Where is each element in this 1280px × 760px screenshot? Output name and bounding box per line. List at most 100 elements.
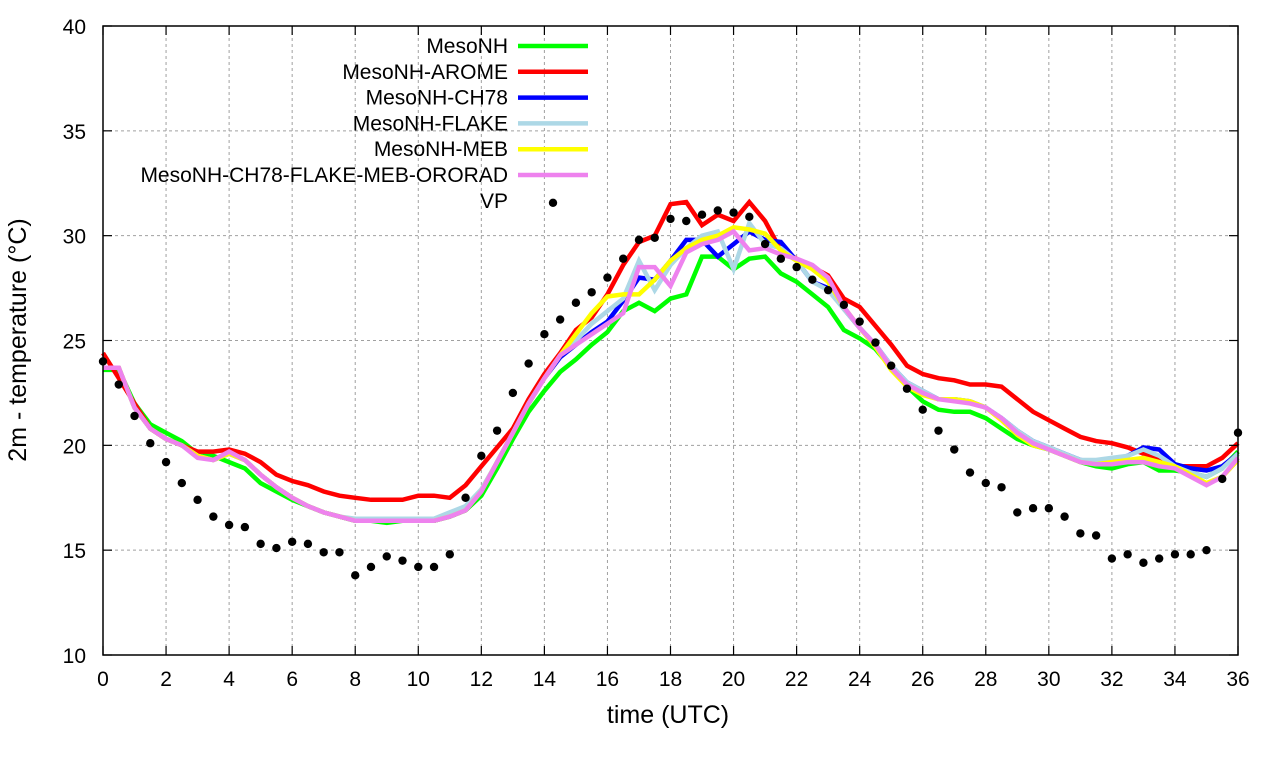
x-tick-label: 34 (1163, 668, 1187, 691)
x-tick-label: 8 (349, 668, 361, 691)
y-tick-labels: 10 15 20 25 30 35 40 (63, 16, 86, 668)
vp-point (1107, 554, 1117, 563)
vp-point (682, 216, 691, 226)
vp-point (461, 493, 470, 502)
vp-point (1186, 550, 1195, 559)
vp-point (950, 445, 959, 454)
vp-point (240, 522, 250, 532)
vp-point (776, 254, 786, 263)
x-tick-label: 0 (97, 668, 109, 691)
legend-label: MesoNH-MEB (374, 138, 508, 161)
x-tick-label: 24 (848, 668, 872, 691)
vp-point (256, 539, 265, 549)
legend-label: MesoNH-AROME (342, 61, 508, 84)
x-tick-label: 16 (596, 668, 619, 691)
vp-point (697, 210, 707, 219)
legend-marker (548, 198, 558, 207)
vp-point (287, 537, 297, 546)
vp-point (1202, 545, 1211, 555)
vp-point (224, 520, 234, 530)
vp-point (886, 361, 896, 370)
vp-point (619, 254, 628, 263)
vp-point (666, 214, 675, 224)
x-tick-label: 32 (1100, 668, 1123, 691)
vp-point (871, 338, 880, 347)
vp-point (272, 543, 281, 553)
legend-label: VP (480, 190, 508, 213)
vp-point (981, 478, 990, 488)
x-tick-label: 18 (659, 668, 682, 691)
vp-point (414, 562, 423, 572)
x-tick-label: 20 (722, 668, 745, 691)
vp-point (855, 317, 864, 326)
vp-point (508, 388, 518, 398)
x-tick-label: 22 (785, 668, 808, 691)
series-vp (98, 206, 1243, 580)
vp-point (429, 562, 439, 572)
vp-point (1076, 529, 1085, 538)
vp-point (319, 548, 328, 557)
y-tick-label: 35 (63, 121, 86, 144)
x-tick-label: 36 (1226, 668, 1249, 691)
legend-label: MesoNH-FLAKE (353, 112, 508, 135)
vp-point (1013, 508, 1022, 517)
y-tick-label: 40 (63, 16, 86, 39)
vp-point (1044, 504, 1054, 513)
vp-point (193, 495, 202, 505)
vp-point (1028, 504, 1038, 513)
vp-point (1170, 550, 1180, 559)
series-layer (98, 198, 1243, 580)
vp-point (808, 275, 817, 284)
grid (103, 26, 1238, 655)
legend-item-mesonh-flake: MesoNH-FLAKE (353, 112, 588, 135)
vp-point (729, 208, 738, 217)
y-tick-label: 15 (63, 540, 86, 563)
vp-point (161, 457, 171, 467)
vp-point (997, 483, 1006, 492)
vp-point (477, 451, 486, 461)
vp-point (366, 562, 376, 572)
vp-point (146, 439, 155, 448)
vp-point (650, 233, 659, 242)
x-tick-label: 4 (223, 668, 235, 691)
x-tick-label: 26 (911, 668, 934, 691)
vp-point (1123, 550, 1132, 559)
legend-label: MesoNH-CH78 (366, 87, 508, 110)
vp-point (114, 380, 123, 389)
vp-point (209, 512, 218, 521)
x-tick-label: 30 (1037, 668, 1060, 691)
legend-label: MesoNH-CH78-FLAKE-MEB-ORORAD (140, 164, 508, 187)
vp-point (1218, 474, 1227, 484)
vp-point (130, 411, 139, 421)
legend-item-vp: VP (480, 190, 558, 213)
legend-item-mesonh-arome: MesoNH-AROME (342, 61, 588, 84)
vp-point (492, 426, 502, 435)
x-axis-title: time (UTC) (607, 701, 729, 729)
vp-point (571, 298, 581, 307)
vp-point (524, 359, 533, 368)
vp-point (1139, 558, 1148, 567)
vp-point (1060, 512, 1069, 521)
legend: MesoNH MesoNH-AROME MesoNH-CH78MesoNH-FLAK… (140, 35, 588, 213)
legend-item-mesonh-ch78: MesoNH-CH78 (366, 87, 588, 110)
vp-point (540, 330, 549, 339)
vp-point (1154, 554, 1164, 563)
vp-point (745, 212, 754, 221)
axis-ticks (102, 25, 1239, 656)
series-mesonh-ch78-flake-meb-ororad-line (103, 228, 1240, 524)
vp-point (934, 426, 943, 435)
vp-point (792, 262, 801, 272)
vp-point (303, 539, 313, 549)
vp-point (398, 556, 407, 565)
x-tick-label: 6 (286, 668, 298, 691)
legend-item-mesonh: MesoNH (426, 35, 588, 58)
y-tick-label: 30 (63, 226, 86, 249)
vp-point (839, 300, 849, 310)
legend-item-mesonh-meb: MesoNH-MEB (374, 138, 588, 161)
vp-point (351, 571, 360, 580)
vp-point (587, 288, 596, 297)
vp-point (1091, 531, 1101, 540)
vp-point (760, 239, 770, 249)
legend-label: MesoNH (426, 35, 508, 58)
